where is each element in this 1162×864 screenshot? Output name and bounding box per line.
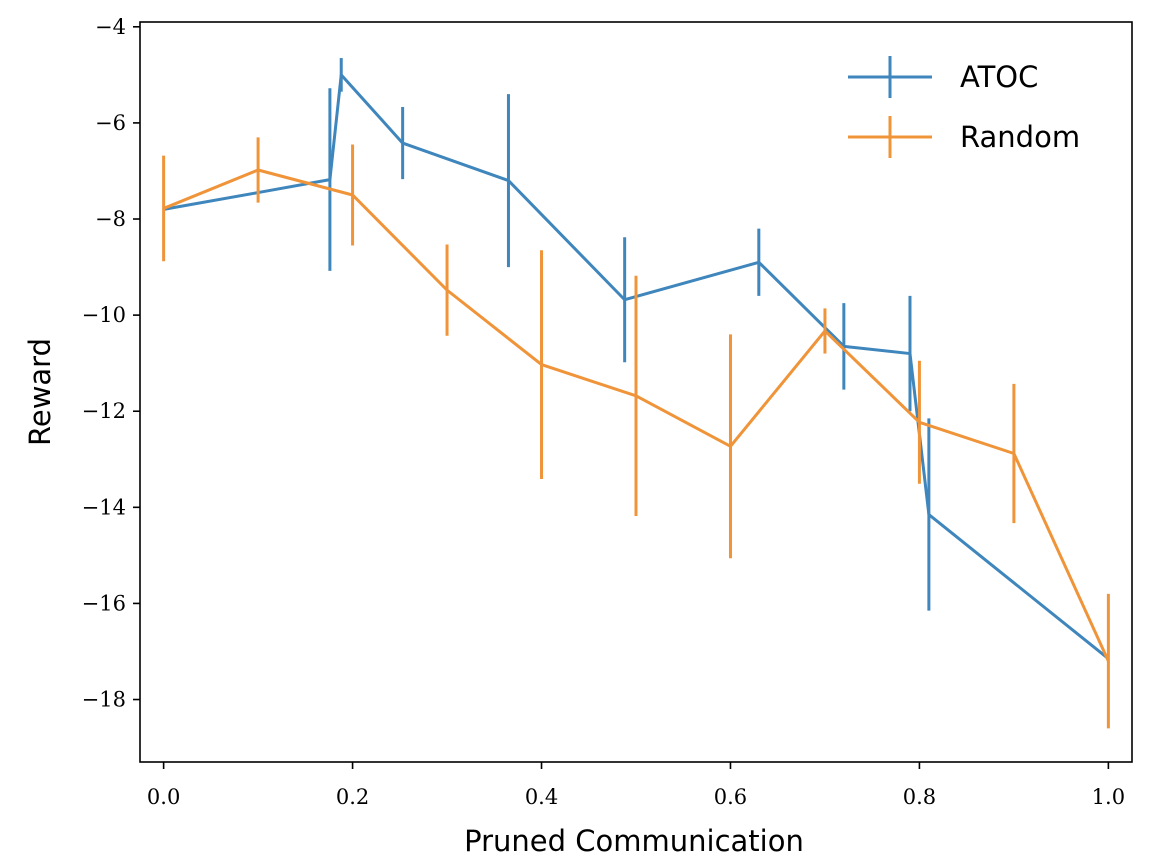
x-tick-label: 0.0 [147, 785, 180, 809]
x-tick-label: 0.2 [336, 785, 369, 809]
y-tick-label: −12 [82, 399, 126, 423]
series-atoc [163, 58, 1110, 660]
y-tick-label: −18 [82, 688, 126, 712]
y-tick-label: −14 [82, 495, 126, 519]
legend-item-random: Random [848, 116, 1080, 158]
y-tick-label: −4 [95, 15, 126, 39]
legend-label-random: Random [960, 120, 1080, 154]
y-tick-label: −10 [82, 303, 126, 327]
y-tick-label: −16 [82, 591, 126, 615]
legend: ATOC Random [848, 56, 1080, 158]
series-random [162, 137, 1110, 729]
x-axis-title: Pruned Communication [464, 824, 804, 858]
tick-marks: 0.0 0.2 0.4 0.6 0.8 1.0 −4 −6 −8 −10 −12 −14 −16 −18 [82, 15, 1125, 809]
axes-frame [139, 21, 1133, 763]
y-tick-label: −8 [95, 207, 126, 231]
legend-label-atoc: ATOC [960, 60, 1038, 94]
x-tick-label: 1.0 [1092, 785, 1125, 809]
y-axis-title: Reward [23, 338, 57, 446]
y-tick-label: −6 [95, 111, 126, 135]
x-tick-label: 0.6 [714, 785, 747, 809]
legend-item-atoc: ATOC [848, 56, 1038, 98]
line-random [163, 168, 1110, 662]
plot-area [162, 58, 1110, 729]
x-tick-label: 0.4 [525, 785, 558, 809]
line-atoc [163, 73, 1110, 660]
x-tick-label: 0.8 [903, 785, 936, 809]
